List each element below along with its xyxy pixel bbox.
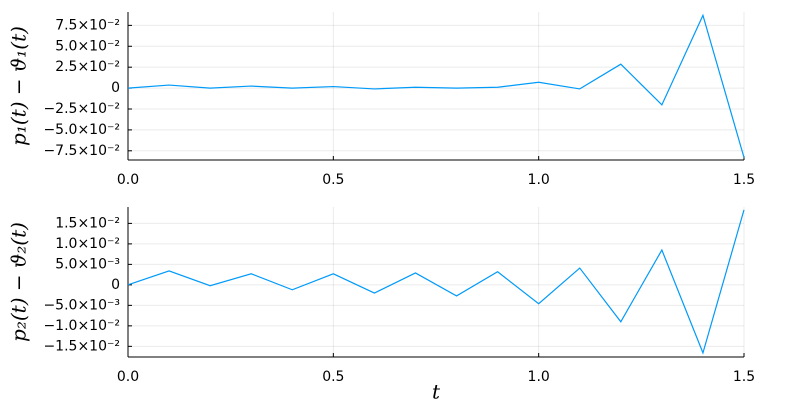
data-line [127, 209, 745, 355]
x-tick-label: 1.5 [733, 369, 755, 385]
y-tick-label: −1.5×10⁻² [43, 338, 120, 354]
y-tick-label: 0 [111, 80, 120, 96]
x-tick-label: 0.5 [322, 369, 344, 385]
y-tick-label: 2.5×10⁻² [55, 59, 120, 75]
y-tick-label: 5.0×10⁻³ [55, 256, 120, 272]
x-tick-label: 1.5 [733, 172, 755, 188]
y-tick-label: 7.5×10⁻² [55, 17, 120, 33]
data-line [127, 13, 745, 158]
y-axis-label: p₁(t) − ϑ₁(t) [7, 26, 31, 146]
y-tick-label: −1.0×10⁻² [43, 318, 120, 334]
y-axis-label: p₂(t) − ϑ₂(t) [7, 222, 31, 342]
x-tick-label: 1.0 [528, 172, 550, 188]
x-tick-label: 0.5 [322, 172, 344, 188]
y-tick-label: −5.0×10⁻² [43, 122, 120, 138]
y-tick-label: −7.5×10⁻² [43, 143, 120, 159]
x-tick-label: 0.0 [117, 172, 139, 188]
x-axis-label: t [432, 380, 441, 400]
y-tick-label: 5.0×10⁻² [55, 38, 120, 54]
y-tick-label: −2.5×10⁻² [43, 101, 120, 117]
x-tick-label: 1.0 [528, 369, 550, 385]
y-tick-label: −5.0×10⁻³ [43, 297, 120, 313]
y-tick-label: 1.0×10⁻² [55, 236, 120, 252]
x-tick-label: 0.0 [117, 369, 139, 385]
y-tick-label: 0 [111, 277, 120, 293]
y-tick-label: 1.5×10⁻² [55, 215, 120, 231]
